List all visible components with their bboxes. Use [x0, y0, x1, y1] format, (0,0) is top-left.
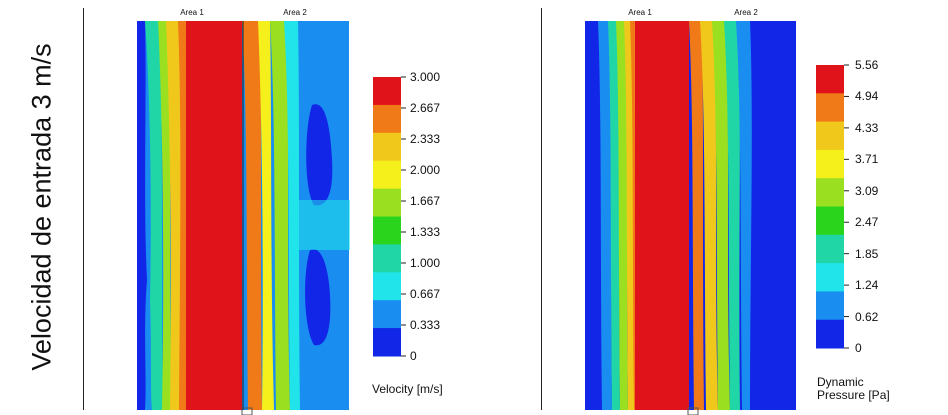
- pressure-legend-swatch: [816, 149, 844, 179]
- area-1-label: Area 1: [180, 8, 204, 17]
- outlet-marker: [241, 407, 253, 415]
- pressure-legend-title-line-1: Dynamic: [817, 375, 864, 389]
- velocity-legend-swatch: [373, 188, 401, 217]
- pressure-legend-tick-label: 3.71: [855, 152, 879, 167]
- pressure-band: [736, 21, 752, 410]
- pressure-legend-swatch: [816, 206, 844, 236]
- pressure-legend-tick-label: 3.09: [855, 183, 879, 198]
- pressure-core: [635, 21, 689, 410]
- pressure-legend-swatch: [816, 291, 844, 321]
- velocity-band: [270, 21, 290, 410]
- outlet-marker: [687, 407, 699, 415]
- velocity-legend-tick-label: 0: [410, 349, 417, 363]
- divider-middle: [541, 8, 542, 410]
- pressure-legend-tick-label: 5.56: [855, 58, 879, 72]
- velocity-core: [186, 21, 242, 410]
- pressure-band: [689, 21, 704, 410]
- velocity-legend-swatch: [373, 160, 401, 190]
- velocity-legend-tick-label: 0.333: [410, 318, 441, 332]
- velocity-mixing-zone: [298, 200, 350, 250]
- velocity-legend-swatch: [373, 300, 401, 329]
- velocity-low-region: [305, 249, 331, 346]
- velocity-legend-title: Velocity [m/s]: [372, 382, 443, 396]
- velocity-legend-tick-label: 1.333: [410, 225, 441, 239]
- pressure-legend-tick-label: 2.47: [855, 215, 879, 230]
- pressure-legend-tick-label: 4.94: [855, 89, 879, 104]
- velocity-legend-swatch: [373, 244, 401, 273]
- pressure-legend-swatch: [816, 263, 844, 292]
- velocity-legend-tick-label: 2.000: [410, 163, 441, 177]
- velocity-legend-swatch: [373, 132, 401, 162]
- velocity-legend-swatch: [373, 216, 401, 245]
- pressure-legend-swatch: [816, 319, 844, 349]
- velocity-band: [242, 21, 262, 410]
- pressure-band: [608, 21, 620, 410]
- velocity-band: [284, 21, 300, 410]
- velocity-legend-swatch: [373, 77, 401, 106]
- pressure-band: [724, 21, 740, 410]
- velocity-legend-tick-label: 3.000: [410, 70, 441, 84]
- velocity-left-edge-band: [137, 21, 147, 410]
- area-2-label: Area 2: [734, 8, 758, 17]
- velocity-legend-tick-label: 2.333: [410, 132, 441, 146]
- area-1-label: Area 1: [628, 8, 652, 17]
- velocity-low-region: [306, 104, 333, 206]
- pressure-band: [712, 21, 730, 410]
- pressure-legend-tick-label: 0: [855, 341, 862, 355]
- velocity-legend-tick-label: 1.667: [410, 194, 441, 208]
- pressure-band: [598, 21, 612, 410]
- velocity-legend-swatch: [373, 272, 401, 301]
- velocity-band: [158, 21, 172, 410]
- pressure-band: [700, 21, 718, 410]
- pressure-legend-title-line-2: Pressure [Pa]: [817, 388, 890, 402]
- velocity-legend-swatch: [373, 328, 401, 357]
- pressure-legend-swatch: [816, 121, 844, 151]
- velocity-band: [258, 21, 274, 410]
- velocity-legend-tick-label: 1.000: [410, 256, 441, 270]
- pressure-legend-tick-label: 4.33: [855, 120, 879, 135]
- velocity-legend-swatch: [373, 104, 401, 134]
- velocity-legend-tick-label: 0.667: [410, 287, 441, 301]
- pressure-legend-tick-label: 0.62: [855, 309, 879, 324]
- velocity-band: [145, 21, 164, 410]
- velocity-legend-tick-label: 2.667: [410, 101, 441, 115]
- area-2-label: Area 2: [283, 8, 307, 17]
- pressure-band: [616, 21, 628, 410]
- pressure-legend-swatch: [816, 93, 844, 123]
- pressure-legend-swatch: [816, 178, 844, 207]
- divider-left: [83, 8, 84, 410]
- pressure-legend-swatch: [816, 234, 844, 264]
- pressure-legend-tick-label: 1.24: [855, 278, 879, 293]
- pressure-legend-swatch: [816, 65, 844, 94]
- pressure-legend-tick-label: 1.85: [855, 246, 879, 261]
